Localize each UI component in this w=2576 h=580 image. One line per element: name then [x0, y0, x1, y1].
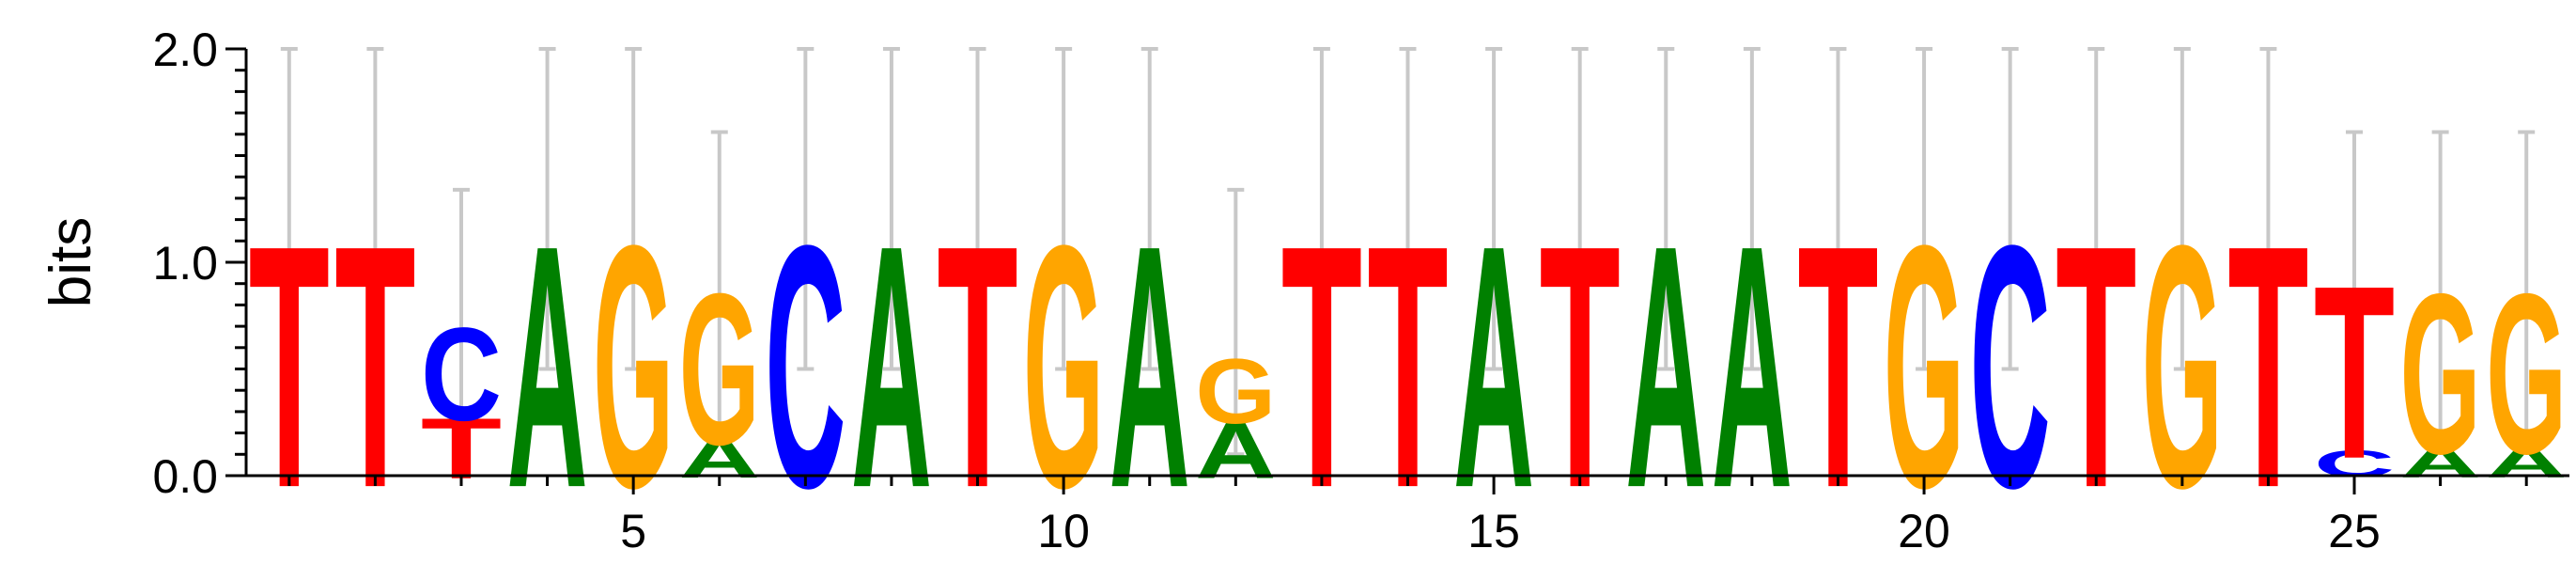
- x-tick-label: 20: [1898, 505, 1950, 557]
- y-tick-label: 0.0: [152, 450, 218, 503]
- logo-letter-T: T: [2227, 175, 2308, 561]
- x-tick-label: 15: [1467, 505, 1520, 557]
- logo-letter-G: G: [593, 173, 674, 560]
- logo-letter-G: G: [1023, 173, 1104, 560]
- x-axis-ticks: 5 10 15 20 25: [287, 476, 2528, 557]
- error-bar: [882, 47, 900, 371]
- logo-letters: T T TC A G AG C A T G A AG T T A T A A T G C T G T CT AG AG: [249, 173, 2567, 560]
- logo-letter-T: T: [249, 175, 330, 561]
- error-bar: [2001, 47, 2019, 371]
- error-bar: [1312, 47, 1330, 371]
- error-bar: [969, 47, 986, 371]
- error-bar: [710, 130, 728, 435]
- logo-letter-G: G: [2142, 173, 2223, 560]
- error-bar: [2087, 47, 2105, 371]
- y-tick-label: 2.0: [152, 24, 218, 76]
- logo-letter-A: A: [507, 174, 588, 559]
- error-bar: [538, 47, 556, 371]
- error-bar: [1743, 47, 1761, 371]
- error-bar: [2431, 130, 2449, 435]
- logo-letter-T: T: [1367, 175, 1448, 561]
- axes: 0.0 1.0 2.0 5 10 15 20 25: [152, 24, 2569, 557]
- y-axis-label: bits: [39, 217, 103, 307]
- logo-letter-T: T: [334, 175, 415, 561]
- logo-letter-G: G: [1195, 340, 1276, 444]
- logo-letter-T: T: [2314, 234, 2395, 510]
- error-bar: [625, 47, 643, 371]
- logo-letter-A: A: [851, 174, 932, 559]
- logo-letter-T: T: [1797, 175, 1878, 561]
- y-tick-label: 1.0: [152, 237, 218, 290]
- logo-letter-G: G: [2400, 247, 2481, 503]
- error-bar: [366, 47, 384, 371]
- error-bars: [280, 47, 2536, 457]
- error-bar: [2518, 130, 2536, 435]
- error-bar: [2259, 47, 2277, 371]
- error-bar: [1399, 47, 1417, 371]
- error-bar: [452, 187, 470, 457]
- error-bar: [2346, 130, 2364, 435]
- logo-letter-A: A: [1453, 174, 1534, 559]
- error-bar: [2173, 47, 2191, 371]
- error-bar: [1055, 47, 1073, 371]
- logo-letter-T: T: [1281, 175, 1362, 561]
- logo-letter-T: T: [1540, 175, 1621, 561]
- logo-letter-A: A: [1712, 174, 1792, 559]
- error-bar: [1916, 47, 1933, 371]
- error-bar: [1227, 187, 1245, 457]
- error-bar: [797, 47, 815, 371]
- error-bar: [1141, 47, 1158, 371]
- logo-letter-G: G: [1884, 173, 1964, 560]
- logo-letter-A: A: [1110, 174, 1190, 559]
- logo-letter-A: A: [1625, 174, 1706, 559]
- error-bar: [280, 47, 298, 371]
- x-tick-label: 5: [620, 505, 646, 557]
- x-tick-label: 25: [2328, 505, 2381, 557]
- logo-letter-T: T: [937, 175, 1017, 561]
- logo-letter-C: C: [421, 300, 502, 448]
- logo-letter-T: T: [2056, 175, 2136, 561]
- logo-letter-C: C: [1970, 174, 2051, 559]
- y-axis-ticks: 0.0 1.0 2.0: [152, 24, 246, 503]
- logo-letter-G: G: [679, 250, 760, 491]
- logo-letter-C: C: [765, 174, 846, 559]
- error-bar: [1571, 47, 1589, 371]
- error-bar: [1485, 47, 1503, 371]
- error-bar: [1829, 47, 1847, 371]
- logo-letter-G: G: [2486, 247, 2567, 503]
- x-tick-label: 10: [1037, 505, 1090, 557]
- error-bar: [1657, 47, 1675, 371]
